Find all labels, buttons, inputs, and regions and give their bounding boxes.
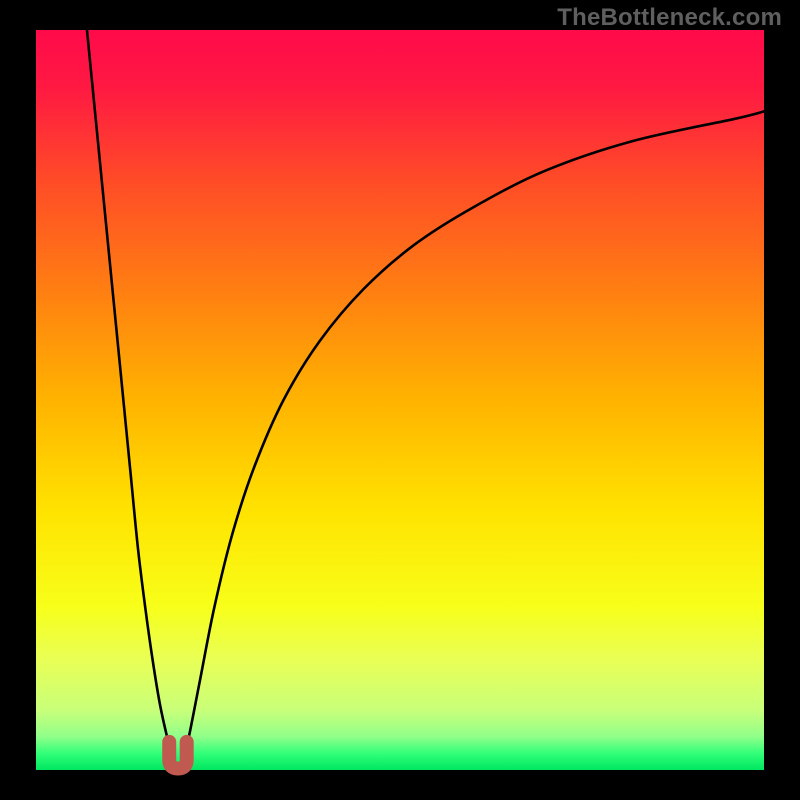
bottleneck-curve-chart <box>0 0 800 800</box>
chart-root: TheBottleneck.com <box>0 0 800 800</box>
gradient-background <box>36 30 764 770</box>
watermark-label: TheBottleneck.com <box>557 4 782 32</box>
